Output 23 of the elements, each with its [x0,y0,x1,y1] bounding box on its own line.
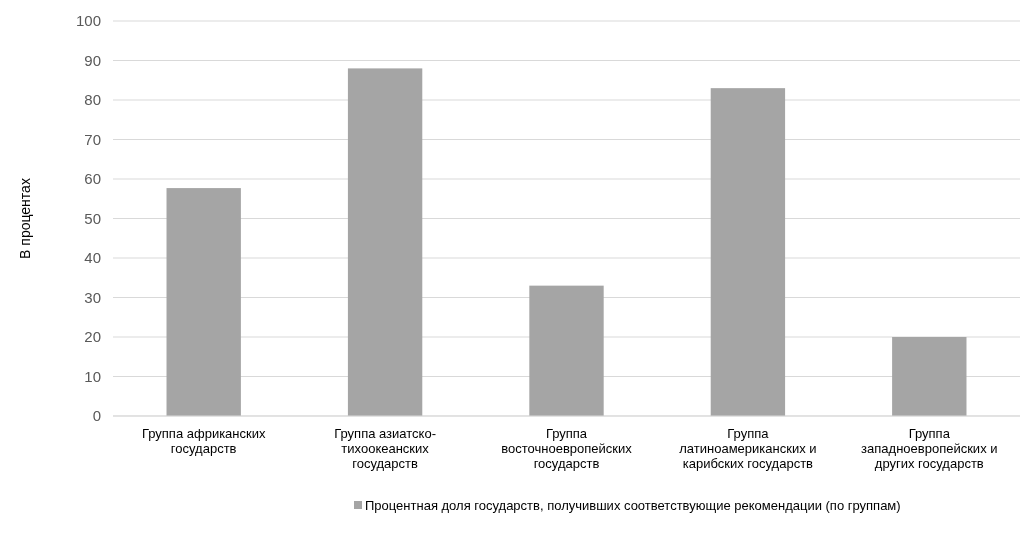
x-tick-label: Группа западноевропейских и других государств [861,426,998,471]
x-tick-label: Группа африканских государств [141,426,266,456]
bar [347,68,423,416]
x-tick-label: Группа восточноевропейских государств [501,426,633,471]
y-tick-label: 70 [84,130,101,148]
y-tick-label: 80 [84,91,101,109]
legend-label: Процентная доля государств, получивших соответствующие рекомендации (по группам) [365,497,901,513]
y-tick-label: 90 [84,51,101,69]
x-tick-label: Группа латиноамериканских и карибских государств [679,426,817,471]
bar [892,337,967,416]
y-tick-label: 30 [84,288,101,306]
y-tick-label: 0 [92,407,101,425]
y-tick-label: 100 [75,12,101,30]
y-tick-label: 10 [84,367,101,385]
bar [529,285,604,416]
y-axis-title: В процентах [17,178,33,259]
bar [710,88,786,416]
bar [166,188,241,416]
y-tick-label: 60 [84,170,101,188]
y-tick-label: 20 [84,328,101,346]
x-tick-label: Группа азиатско-тихоокеанских государств [334,426,436,471]
y-tick-label: 40 [84,249,101,267]
y-tick-label: 50 [84,209,101,227]
